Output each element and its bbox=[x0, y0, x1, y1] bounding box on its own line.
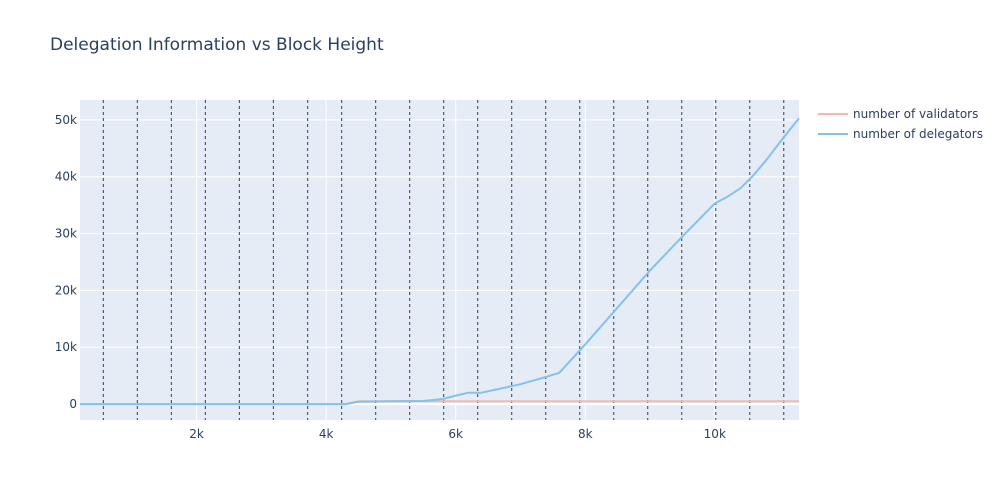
y-axis-ticks: 0 10k 20k 30k 40k 50k bbox=[55, 113, 77, 411]
legend-label: number of delegators bbox=[853, 127, 983, 141]
vertical-dashed-lines bbox=[102, 100, 785, 420]
legend-item[interactable]: number of delegators bbox=[818, 127, 983, 141]
x-tick-label: 8k bbox=[578, 427, 593, 441]
series-line-2 bbox=[80, 117, 800, 406]
y-tick-label: 20k bbox=[55, 283, 77, 297]
x-tick-label: 6k bbox=[448, 427, 463, 441]
plot-background bbox=[80, 100, 799, 420]
legend[interactable]: number of validators number of delegators bbox=[818, 107, 983, 141]
chart-title: Delegation Information vs Block Height bbox=[50, 35, 384, 55]
y-tick-label: 50k bbox=[55, 113, 77, 127]
x-axis-ticks: 2k 4k 6k 8k 10k bbox=[189, 427, 726, 441]
x-tick-label: 10k bbox=[704, 427, 726, 441]
legend-item[interactable]: number of validators bbox=[818, 107, 978, 121]
y-tick-label: 10k bbox=[55, 340, 77, 354]
series-layer bbox=[80, 117, 800, 406]
x-tick-label: 4k bbox=[319, 427, 334, 441]
y-tick-label: 0 bbox=[69, 397, 77, 411]
y-tick-label: 40k bbox=[55, 170, 77, 184]
y-tick-label: 30k bbox=[55, 227, 77, 241]
legend-label: number of validators bbox=[853, 107, 978, 121]
x-tick-label: 2k bbox=[189, 427, 204, 441]
